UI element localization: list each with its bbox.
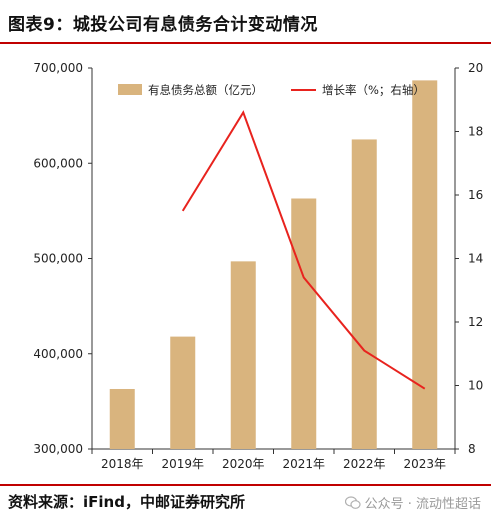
- bar-2023年: [412, 80, 438, 449]
- title-divider: [0, 42, 491, 44]
- y-left-tick-label: 300,000: [33, 442, 83, 456]
- x-tick-label: 2018年: [101, 457, 144, 471]
- source-note: 资料来源：iFind，中邮证券研究所: [8, 493, 245, 511]
- x-tick-label: 2021年: [282, 457, 325, 471]
- y-right-tick-label: 10: [468, 379, 483, 393]
- y-left-tick-label: 400,000: [33, 347, 83, 361]
- legend-label-line: 增长率（%；右轴）: [322, 83, 425, 97]
- title-bar: 图表9：城投公司有息债务合计变动情况: [0, 0, 491, 46]
- x-tick-label: 2022年: [343, 457, 386, 471]
- footer-divider: [0, 484, 491, 486]
- y-right-tick-label: 16: [468, 188, 483, 202]
- y-right-tick-label: 18: [468, 125, 483, 139]
- watermark-text: 公众号 · 流动性超话: [364, 497, 481, 512]
- bar-2019年: [170, 336, 196, 449]
- wechat-icon: [344, 495, 361, 509]
- bar-2022年: [351, 139, 377, 449]
- watermark: 公众号 · 流动性超话: [344, 493, 481, 512]
- bar-2021年: [291, 198, 317, 449]
- y-right-tick-label: 8: [468, 442, 476, 456]
- legend-label-bar: 有息债务总额（亿元）: [148, 83, 263, 97]
- y-left-tick-label: 600,000: [33, 156, 83, 170]
- x-tick-label: 2023年: [403, 457, 446, 471]
- y-right-tick-label: 20: [468, 61, 483, 75]
- x-tick-label: 2020年: [222, 457, 265, 471]
- chart-title: 图表9：城投公司有息债务合计变动情况: [8, 15, 318, 35]
- y-right-tick-label: 14: [468, 252, 483, 266]
- chart-area: 300,000 400,000 500,000 600,000 700,000 8 10 12…: [0, 46, 491, 482]
- x-tick-label: 2019年: [161, 457, 204, 471]
- bar-2018年: [109, 388, 135, 449]
- y-left-tick-label: 500,000: [33, 252, 83, 266]
- y-right-tick-label: 12: [468, 315, 483, 329]
- debt-chart: 300,000 400,000 500,000 600,000 700,000 8 10 12…: [33, 61, 483, 471]
- legend-swatch-bar: [118, 84, 142, 95]
- y-left-tick-label: 700,000: [33, 61, 83, 75]
- bar-2020年: [230, 261, 256, 449]
